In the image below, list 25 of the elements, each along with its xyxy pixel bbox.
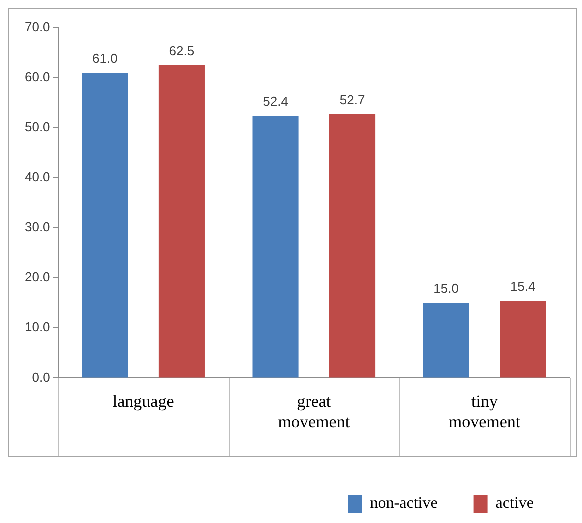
y-tick-label: 40.0 [24, 170, 50, 185]
y-tick-label: 0.0 [32, 370, 50, 385]
bar [330, 114, 376, 378]
legend-label: non-active [370, 495, 438, 512]
y-tick-label: 10.0 [24, 320, 50, 335]
bar [500, 301, 546, 378]
y-tick-label: 50.0 [24, 120, 50, 135]
data-label: 52.4 [263, 94, 288, 110]
bar [252, 116, 299, 378]
legend-label: active [496, 495, 534, 512]
data-label: 15.0 [434, 281, 459, 296]
y-tick-label: 60.0 [24, 70, 50, 85]
data-label: 61.0 [92, 51, 118, 66]
x-tick-label: great movement [278, 392, 350, 432]
x-tick-label: language [112, 392, 174, 411]
x-tick-label: tiny movement [448, 392, 521, 432]
data-label: 15.4 [510, 279, 536, 294]
bar [82, 73, 128, 378]
y-tick-label: 70.0 [24, 20, 50, 35]
y-tick-label: 30.0 [24, 220, 50, 235]
bar [423, 303, 470, 378]
data-label: 62.5 [169, 44, 195, 59]
y-tick-label: 20.0 [24, 270, 50, 285]
bar [158, 66, 205, 378]
data-label: 52.7 [340, 92, 366, 108]
